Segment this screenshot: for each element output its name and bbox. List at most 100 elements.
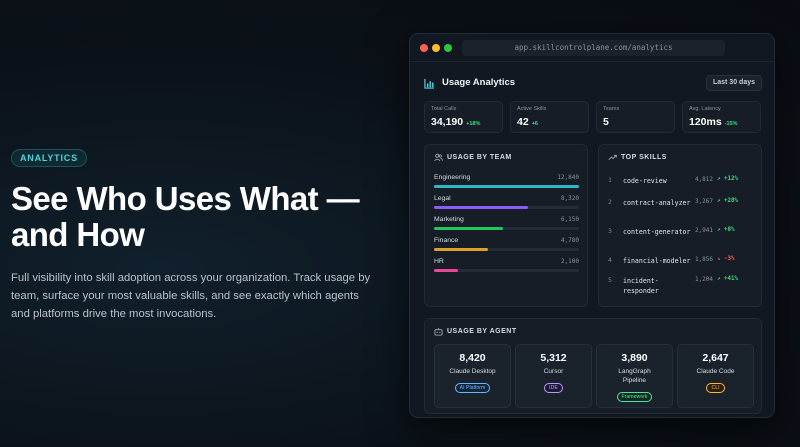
- team-value: 8,320: [560, 195, 579, 202]
- team-bar-fill: [434, 185, 579, 188]
- skill-trend: ↗ +28%: [717, 198, 738, 204]
- stat-value: 5: [603, 116, 609, 128]
- skill-rank: 4: [608, 256, 612, 264]
- stat-card-active-skills: Active Skills 42 +6: [510, 101, 589, 133]
- skill-count: 2,941: [694, 227, 713, 234]
- address-bar[interactable]: app.skillcontrolplane.com/analytics: [462, 40, 725, 56]
- team-row-hr: HR 2,100: [434, 258, 579, 278]
- section-badge: ANALYTICS: [11, 149, 87, 167]
- stat-value: 34,190: [431, 116, 464, 128]
- stat-label: Active Skills: [517, 106, 547, 112]
- skill-trend: ↗ +41%: [717, 276, 738, 282]
- close-window-button[interactable]: [420, 44, 428, 52]
- users-icon: [434, 153, 443, 162]
- team-row-engineering: Engineering 12,840: [434, 174, 579, 194]
- skill-row[interactable]: 4 financial-modeler 1,856 ↘ -3%: [608, 256, 751, 282]
- stat-delta: +6: [531, 121, 538, 127]
- team-name: Marketing: [434, 216, 464, 223]
- team-row-marketing: Marketing 6,150: [434, 216, 579, 236]
- panel-title: USAGE BY AGENT: [447, 328, 517, 335]
- skill-name: financial-modeler: [623, 257, 691, 265]
- team-bar-track: [434, 206, 579, 209]
- hero-title: See Who Uses What — and How: [11, 181, 391, 253]
- minimize-window-button[interactable]: [432, 44, 440, 52]
- stat-label: Teams: [603, 106, 620, 112]
- hero-section: ANALYTICS See Who Uses What — and How Fu…: [11, 148, 391, 323]
- skill-trend: ↗ +8%: [717, 227, 735, 233]
- skill-rank: 1: [608, 176, 612, 184]
- team-value: 6,150: [560, 216, 579, 223]
- stat-label: Total Calls: [431, 106, 457, 112]
- stat-card-teams: Teams 5: [596, 101, 675, 133]
- dashboard-header: Usage Analytics Last 30 days: [424, 75, 762, 92]
- stat-label: Avg. Latency: [689, 106, 721, 112]
- stat-value: 120ms: [689, 116, 722, 128]
- agent-tag: AI Platform: [454, 383, 491, 393]
- agent-card-claude-code[interactable]: 2,647 Claude Code CLI: [677, 344, 754, 408]
- skill-count: 3,267: [694, 198, 713, 205]
- bar-chart-icon: [424, 78, 435, 89]
- dashboard-content: Usage Analytics Last 30 days Total Calls…: [410, 63, 774, 417]
- team-row-finance: Finance 4,780: [434, 237, 579, 257]
- team-bar-track: [434, 227, 579, 230]
- trending-up-icon: [608, 154, 617, 161]
- team-row-legal: Legal 8,320: [434, 195, 579, 215]
- agent-count: 8,420: [459, 352, 486, 364]
- window-titlebar: app.skillcontrolplane.com/analytics: [410, 34, 774, 62]
- team-bar-fill: [434, 206, 528, 209]
- skill-row[interactable]: 5 incident-responder 1,204 ↗ +41%: [608, 276, 751, 302]
- app-window: app.skillcontrolplane.com/analytics Usag…: [409, 33, 775, 418]
- panel-title: USAGE BY TEAM: [447, 154, 512, 161]
- team-name: Finance: [434, 237, 459, 244]
- hero-title-line1: See Who Uses What —: [11, 180, 360, 217]
- stat-delta: -15%: [724, 121, 738, 127]
- skill-count: 1,856: [694, 256, 713, 263]
- team-bar-fill: [434, 248, 488, 251]
- team-value: 12,840: [557, 174, 579, 181]
- skill-rank: 3: [608, 227, 612, 235]
- agent-count: 5,312: [540, 352, 567, 364]
- skill-rank: 5: [608, 276, 612, 284]
- usage-by-team-panel: USAGE BY TEAM Engineering 12,840 Legal 8…: [424, 144, 588, 307]
- skill-row[interactable]: 2 contract-analyzer 3,267 ↗ +28%: [608, 198, 751, 224]
- usage-by-agent-panel: USAGE BY AGENT 8,420 Claude Desktop AI P…: [424, 318, 762, 414]
- skill-name: contract-analyzer: [623, 199, 691, 207]
- team-name: Engineering: [434, 174, 471, 181]
- agent-tag: CLI: [706, 383, 725, 393]
- bot-icon: [434, 328, 443, 336]
- skill-trend: ↘ -3%: [717, 256, 735, 262]
- skill-row[interactable]: 3 content-generator 2,941 ↗ +8%: [608, 227, 751, 253]
- maximize-window-button[interactable]: [444, 44, 452, 52]
- agent-count: 3,890: [621, 352, 648, 364]
- team-name: Legal: [434, 195, 451, 202]
- agent-name: Claude Desktop: [449, 368, 496, 375]
- agent-card-cursor[interactable]: 5,312 Cursor IDE: [515, 344, 592, 408]
- stats-row: Total Calls 34,190 +18% Active Skills 42 +…: [424, 101, 762, 133]
- agent-name: Claude Code: [696, 368, 735, 375]
- agent-name: Cursor: [543, 368, 564, 375]
- team-bar-track: [434, 248, 579, 251]
- stat-value: 42: [517, 116, 529, 128]
- team-bar-track: [434, 269, 579, 272]
- team-value: 4,780: [560, 237, 579, 244]
- skill-name: incident-responder: [623, 277, 659, 295]
- date-range-button[interactable]: Last 30 days: [705, 75, 762, 91]
- stat-delta: +18%: [466, 121, 481, 127]
- agent-tag: Framework: [616, 392, 653, 402]
- agent-card-claude-desktop[interactable]: 8,420 Claude Desktop AI Platform: [434, 344, 511, 408]
- agent-tag: IDE: [544, 383, 563, 393]
- team-bar-fill: [434, 269, 458, 272]
- dashboard-title: Usage Analytics: [442, 77, 516, 88]
- agent-card-langgraph-pipeline[interactable]: 3,890 LangGraph Pipeline Framework: [596, 344, 673, 408]
- team-bar-track: [434, 185, 579, 188]
- team-value: 2,100: [560, 258, 579, 265]
- skill-row[interactable]: 1 code-review 4,812 ↗ +12%: [608, 176, 751, 202]
- skill-rank: 2: [608, 198, 612, 206]
- skill-name: code-review: [623, 177, 667, 185]
- hero-description: Full visibility into skill adoption acro…: [11, 272, 371, 320]
- panel-title: TOP SKILLS: [621, 154, 667, 161]
- agent-name: LangGraph Pipeline: [618, 368, 651, 384]
- skill-count: 1,204: [694, 276, 713, 283]
- team-name: HR: [434, 258, 444, 265]
- stat-card-total-calls: Total Calls 34,190 +18%: [424, 101, 503, 133]
